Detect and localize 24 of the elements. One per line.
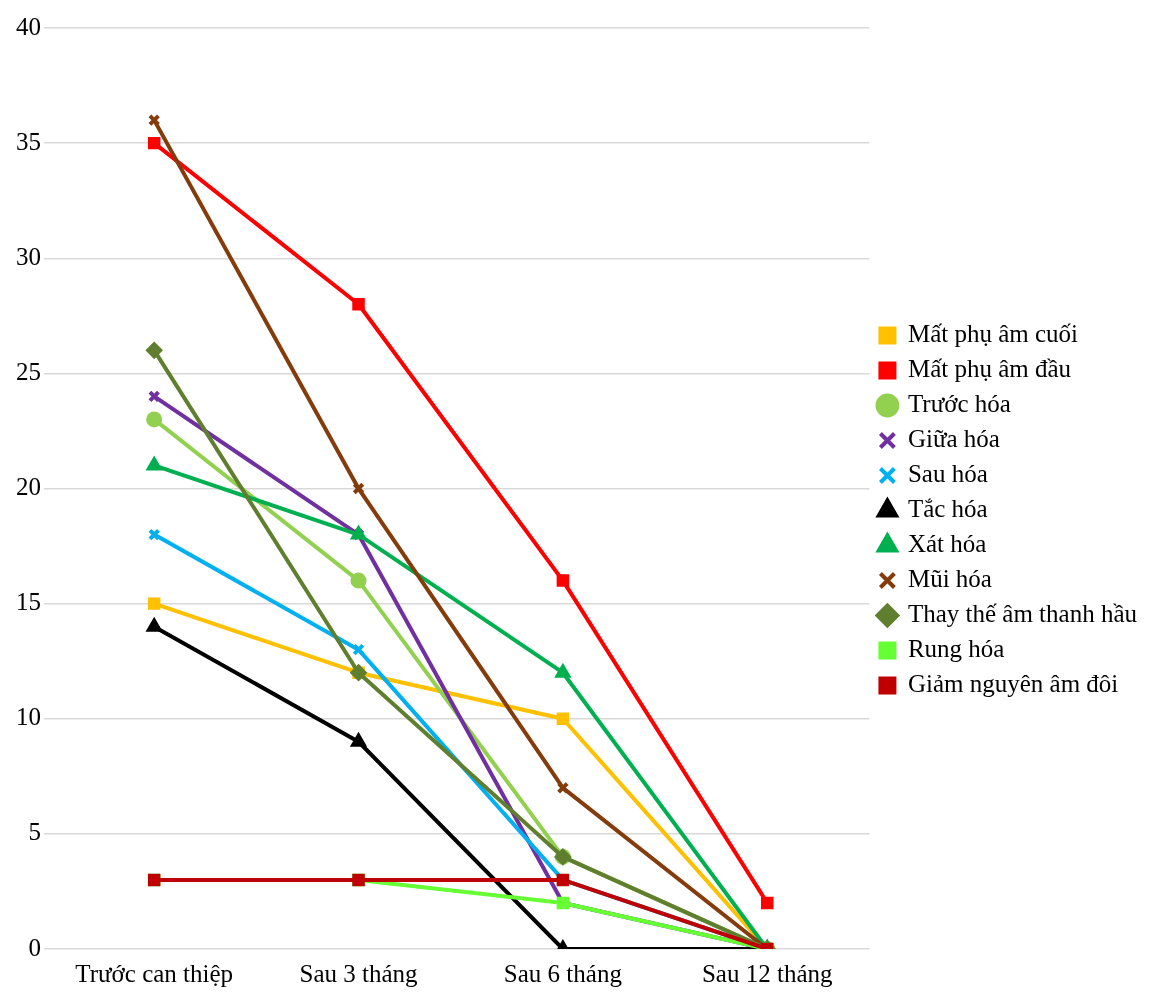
legend-label: Mũi hóa [907,565,992,593]
legend-label: Trước hóa [907,390,1011,418]
legend-label: Sau hóa [907,460,988,488]
legend-label: Xát hóa [907,530,987,558]
legend-label: Tắc hóa [907,495,988,523]
legend-label: Thay thế âm thanh hầu [907,600,1138,628]
x-tick-label: Sau 12 tháng [701,959,833,987]
y-tick-label: 35 [16,127,41,155]
y-tick-label: 25 [16,357,41,385]
x-tick-label: Trước can thiệp [75,959,234,987]
y-tick-label: 15 [16,588,41,616]
y-tick-label: 10 [16,703,41,731]
legend-label: Giữa hóa [907,425,1000,453]
x-tick-label: Sau 3 tháng [299,959,419,987]
y-tick-label: 30 [16,242,41,270]
y-tick-label: 0 [28,933,41,961]
y-tick-label: 5 [28,818,41,846]
x-tick-label: Sau 6 tháng [503,959,623,987]
y-tick-label: 40 [16,12,41,40]
legend-label: Giảm nguyên âm đôi [907,670,1119,698]
legend-label: Mất phụ âm đầu [907,355,1072,383]
legend-label: Rung hóa [907,635,1005,663]
y-tick-label: 20 [16,473,41,501]
legend-label: Mất phụ âm cuối [907,320,1079,348]
